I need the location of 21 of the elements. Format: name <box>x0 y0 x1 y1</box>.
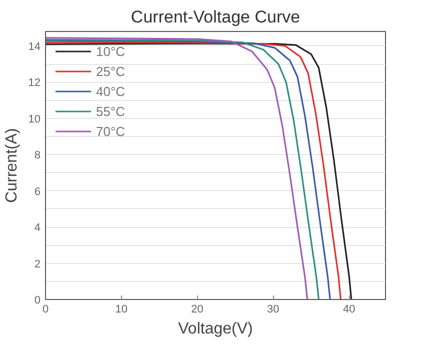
x-tick-label: 20 <box>191 304 204 316</box>
y-tick-label: 12 <box>28 77 41 90</box>
legend-label: 25°C <box>96 64 126 78</box>
x-tick-label: 30 <box>267 304 280 316</box>
x-axis-title: Voltage(V) <box>178 320 253 338</box>
x-tick-label: 0 <box>42 304 49 316</box>
chart-title: Current-Voltage Curve <box>130 8 300 26</box>
y-tick-label: 14 <box>28 40 41 53</box>
y-tick-label: 4 <box>34 222 41 234</box>
y-tick-label: 2 <box>34 258 41 270</box>
y-axis-title: Current(A) <box>3 128 20 203</box>
y-tick-label: 10 <box>28 113 41 126</box>
y-tick-label: 8 <box>34 150 41 162</box>
x-tick-label: 10 <box>115 304 128 316</box>
legend-label: 10°C <box>96 44 126 58</box>
y-tick-label: 0 <box>34 294 41 306</box>
legend-label: 40°C <box>96 84 126 98</box>
y-tick-label: 6 <box>34 186 41 198</box>
legend-label: 55°C <box>96 104 126 118</box>
x-tick-label: 40 <box>342 304 356 316</box>
legend-label: 70°C <box>96 124 126 138</box>
